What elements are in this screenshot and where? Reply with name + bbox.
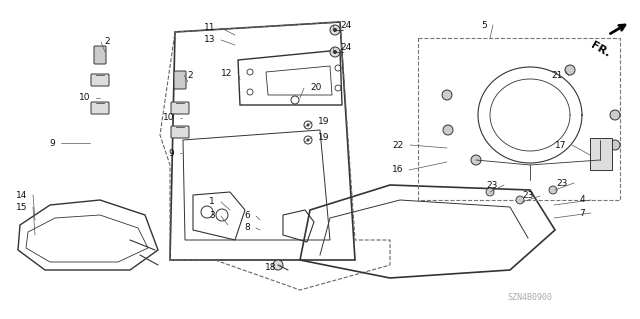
Text: 5: 5 (481, 20, 487, 29)
Text: 12: 12 (221, 69, 232, 78)
Text: 10: 10 (79, 93, 90, 102)
Circle shape (330, 47, 340, 57)
Text: 17: 17 (554, 140, 566, 150)
Circle shape (610, 140, 620, 150)
Text: 6: 6 (244, 211, 250, 220)
Text: 1: 1 (209, 197, 215, 206)
Text: 10: 10 (163, 114, 174, 122)
FancyBboxPatch shape (171, 126, 189, 138)
Text: 19: 19 (318, 117, 330, 127)
Circle shape (307, 123, 310, 127)
Text: 3: 3 (209, 211, 215, 220)
Text: 23: 23 (557, 179, 568, 188)
FancyBboxPatch shape (590, 138, 612, 170)
Text: 19: 19 (318, 132, 330, 142)
FancyBboxPatch shape (91, 74, 109, 86)
FancyBboxPatch shape (91, 102, 109, 114)
Text: 20: 20 (310, 84, 321, 93)
Text: 21: 21 (552, 71, 563, 80)
Text: 15: 15 (15, 203, 27, 211)
Circle shape (333, 50, 337, 54)
Text: 18: 18 (264, 263, 276, 272)
Circle shape (333, 28, 337, 32)
Text: 22: 22 (393, 140, 404, 150)
Circle shape (486, 188, 494, 196)
Circle shape (516, 196, 524, 204)
Circle shape (273, 260, 283, 270)
Circle shape (307, 138, 310, 142)
Circle shape (442, 90, 452, 100)
Text: FR.: FR. (589, 40, 611, 59)
Text: 24: 24 (340, 20, 351, 29)
Text: 14: 14 (15, 190, 27, 199)
Text: 2: 2 (187, 70, 193, 79)
Circle shape (549, 186, 557, 194)
Text: 16: 16 (392, 166, 403, 174)
FancyBboxPatch shape (174, 71, 186, 89)
Circle shape (443, 125, 453, 135)
Text: 7: 7 (579, 209, 585, 218)
Text: 9: 9 (168, 149, 174, 158)
Text: 13: 13 (204, 35, 215, 44)
Text: 24: 24 (340, 42, 351, 51)
Circle shape (610, 110, 620, 120)
Text: SZN4B0900: SZN4B0900 (508, 293, 552, 302)
Text: 8: 8 (244, 224, 250, 233)
Text: 9: 9 (49, 138, 55, 147)
Circle shape (471, 155, 481, 165)
Text: 4: 4 (579, 196, 585, 204)
Text: 23: 23 (523, 191, 534, 201)
FancyBboxPatch shape (94, 46, 106, 64)
Circle shape (330, 25, 340, 35)
FancyBboxPatch shape (171, 102, 189, 114)
Text: 2: 2 (104, 38, 110, 47)
Text: 23: 23 (486, 181, 498, 189)
Text: 11: 11 (204, 24, 215, 33)
Circle shape (565, 65, 575, 75)
